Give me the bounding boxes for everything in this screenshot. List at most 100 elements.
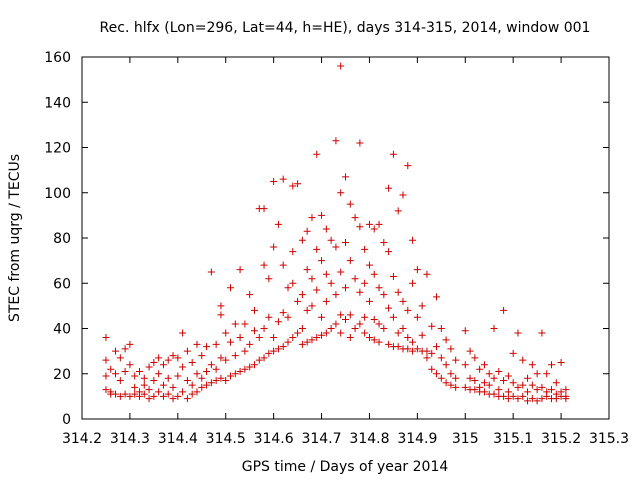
data-point [231, 370, 239, 378]
data-point [183, 347, 191, 355]
data-point [260, 354, 268, 362]
data-point [227, 284, 235, 292]
data-point [356, 320, 364, 328]
data-point [370, 270, 378, 278]
data-point [504, 388, 512, 396]
data-point [385, 248, 393, 256]
data-points [102, 62, 570, 405]
data-point [308, 214, 316, 222]
data-point [413, 313, 421, 321]
data-point [279, 261, 287, 269]
data-point [509, 379, 517, 387]
data-point [461, 383, 469, 391]
data-point [193, 370, 201, 378]
x-tick-label: 315 [452, 431, 479, 447]
data-point [131, 372, 139, 380]
y-tick-labels: 0 20 40 60 80 100 120 140 160 [44, 50, 71, 428]
data-point [198, 352, 206, 360]
y-tick-label: 140 [44, 95, 71, 111]
data-point [346, 334, 354, 342]
data-point [452, 383, 460, 391]
data-point [231, 352, 239, 360]
data-point [428, 322, 436, 330]
data-point [346, 257, 354, 265]
data-point [447, 381, 455, 389]
data-point [303, 306, 311, 314]
data-point [413, 266, 421, 274]
data-point [236, 334, 244, 342]
data-point [394, 343, 402, 351]
data-point [155, 354, 163, 362]
data-point [452, 374, 460, 382]
data-point [284, 284, 292, 292]
data-point [351, 325, 359, 332]
data-point [365, 334, 373, 342]
y-tick-label: 60 [53, 276, 71, 292]
data-point [528, 361, 536, 369]
data-point [389, 272, 397, 280]
data-point [241, 320, 249, 328]
data-point [198, 374, 206, 382]
data-point [418, 331, 426, 339]
data-point [394, 288, 402, 296]
data-point [217, 354, 225, 362]
data-point [322, 297, 330, 305]
data-point [116, 392, 124, 400]
data-point [370, 225, 378, 233]
data-point [102, 386, 110, 394]
data-point [342, 239, 349, 247]
x-tick-labels: 314.2 314.3 314.4 314.5 314.6 314.7 314.8 314.9… [62, 431, 629, 447]
data-point [337, 189, 345, 197]
y-tick-label: 40 [53, 322, 71, 338]
data-point [270, 347, 278, 355]
data-point [519, 392, 527, 400]
data-point [361, 279, 369, 287]
data-point [126, 340, 134, 348]
data-point [318, 211, 326, 219]
data-point [265, 275, 273, 283]
data-point [437, 325, 445, 332]
data-point [250, 361, 258, 369]
data-point [179, 363, 187, 371]
data-point [212, 340, 220, 348]
data-point [524, 397, 532, 405]
data-point [361, 313, 369, 321]
data-point [519, 356, 527, 364]
data-point [203, 343, 211, 351]
data-point [394, 207, 402, 215]
data-point [217, 302, 225, 310]
data-point [212, 365, 220, 373]
data-point [409, 279, 417, 287]
data-point [495, 367, 503, 375]
data-point [380, 239, 388, 247]
data-point [126, 392, 134, 400]
y-tick-label: 80 [53, 231, 71, 247]
data-point [188, 390, 196, 398]
data-point [279, 175, 287, 183]
data-point [452, 356, 460, 364]
data-point [471, 354, 479, 362]
data-point [337, 268, 345, 276]
data-point [380, 291, 388, 299]
data-point [399, 297, 407, 305]
data-point [270, 243, 278, 251]
data-point [203, 381, 211, 389]
data-point [270, 177, 278, 185]
data-point [179, 329, 187, 337]
data-point [437, 354, 445, 362]
data-point [548, 386, 556, 394]
data-point [418, 302, 426, 310]
data-point [485, 370, 493, 378]
data-point [308, 302, 316, 310]
data-point [337, 62, 345, 70]
data-point [327, 325, 335, 332]
data-point [140, 374, 148, 382]
data-point [500, 306, 508, 314]
data-point [169, 395, 177, 403]
data-point [538, 395, 546, 403]
data-point [308, 336, 316, 344]
data-point [404, 306, 412, 314]
data-point [145, 386, 153, 394]
data-point [480, 361, 488, 369]
data-point [193, 340, 201, 348]
